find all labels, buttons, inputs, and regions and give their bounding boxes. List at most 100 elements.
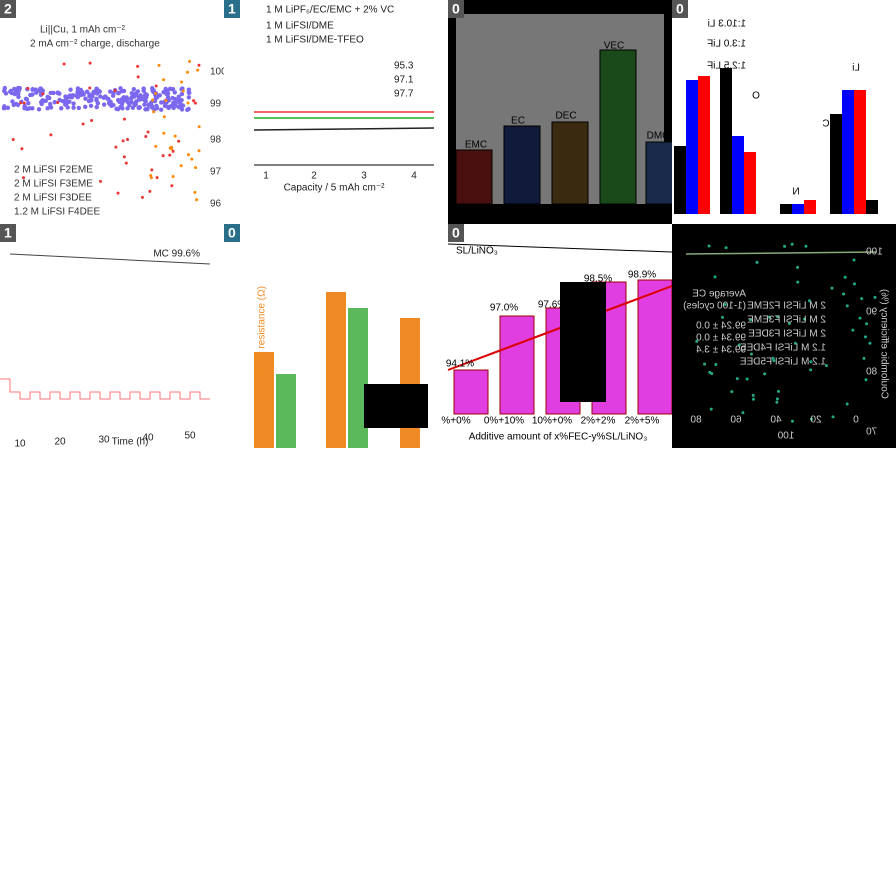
scatter-dot xyxy=(193,190,197,194)
scatter-dot xyxy=(830,286,834,290)
tile-content: Li||Cu, 1 mAh cm⁻² 2 mA cm⁻² charge, disc… xyxy=(1,25,227,218)
scatter-dot xyxy=(824,364,828,368)
badge-box xyxy=(224,0,240,18)
tile-label: 30 xyxy=(98,435,110,446)
tile-content: EMC EC DEC VEC DMC Electrolyte components xyxy=(455,14,683,220)
tile-label: 2 xyxy=(311,171,317,182)
bar-shape xyxy=(854,90,866,214)
scatter-dot xyxy=(170,86,175,92)
scatter-dot xyxy=(807,299,811,303)
panel-badge: 0 xyxy=(228,225,236,241)
scatter-dot xyxy=(164,99,168,103)
tile: MC 99.6% 50 40 30 20 10 Time (h) 1 xyxy=(0,224,224,450)
scatter-dot xyxy=(149,174,153,178)
scatter-dot xyxy=(30,86,35,92)
scatter-dot xyxy=(176,98,181,103)
scatter-dot xyxy=(714,362,718,366)
scatter-dot xyxy=(14,87,19,92)
tile-label: %+0% xyxy=(441,416,470,427)
scatter-dot xyxy=(173,134,177,138)
bar-shape xyxy=(400,318,420,448)
tile-content: Average CE(1-100 cycles)99.24 ± 0.099.34… xyxy=(683,242,889,442)
tile-label: SL/LiNO₃ xyxy=(456,246,498,257)
bar-shape xyxy=(830,114,842,214)
tile: SL/LiNO₃ 94.1% 97.0% 97.6% 98.5% 98.9% %+0% 0%+… xyxy=(441,224,673,448)
scatter-dot xyxy=(695,339,699,343)
scatter-dot xyxy=(775,400,779,404)
scatter-dot xyxy=(157,63,161,67)
scatter-dot xyxy=(149,86,155,91)
scatter-dot xyxy=(730,390,734,394)
scatter-dot xyxy=(57,91,62,96)
scatter-dot xyxy=(790,419,794,423)
scatter-dot xyxy=(703,362,707,366)
scatter-dot xyxy=(796,280,800,284)
scatter-dot xyxy=(113,89,117,93)
tile-content: SL/LiNO₃ 94.1% 97.0% 97.6% 98.5% 98.9% %+0% 0%+… xyxy=(441,243,673,443)
bar-shape xyxy=(744,152,756,214)
scatter-dot xyxy=(103,94,108,99)
tile-label: 1:10.3 Li xyxy=(708,19,746,30)
scatter-dot xyxy=(192,99,196,103)
scatter-dot xyxy=(193,101,197,105)
badge-box xyxy=(0,0,16,18)
tile-label: 98 xyxy=(210,135,222,146)
scatter-dot xyxy=(68,87,73,92)
scatter-dot xyxy=(81,122,85,126)
tile-label: Plating resistance (Ω) xyxy=(257,286,268,382)
tile-label: F xyxy=(675,191,681,202)
bar-shape xyxy=(842,90,854,214)
scatter-dot xyxy=(709,407,713,411)
scatter-dot xyxy=(865,322,869,326)
scatter-dot xyxy=(168,103,174,109)
scatter-dot xyxy=(148,189,152,193)
tile-label: 0%+10% xyxy=(484,416,524,427)
tile-label: 10%+0% xyxy=(532,416,572,427)
scatter-dot xyxy=(2,104,7,109)
tile-label: (1-100 cycles) xyxy=(683,301,746,312)
scatter-dot xyxy=(141,88,146,94)
scatter-dot xyxy=(151,98,155,102)
scatter-dot xyxy=(170,184,174,188)
tile-label: 2 M LiFSI F3DEE xyxy=(14,193,92,204)
scatter-dot xyxy=(793,341,797,345)
scatter-dot xyxy=(809,368,813,372)
scatter-dot xyxy=(187,153,191,157)
tile-label: C xyxy=(822,119,829,130)
scatter-dot xyxy=(713,275,717,279)
bar-shape xyxy=(637,279,673,415)
tile-label: 1 M LiFSI/DME xyxy=(266,21,334,32)
scatter-dot xyxy=(65,105,70,110)
scatter-dot xyxy=(864,378,868,382)
scatter-dot xyxy=(737,343,741,347)
tile-label: 100 xyxy=(210,67,227,78)
scatter-dot xyxy=(22,176,26,180)
tile-label: Capacity / 5 mAh cm⁻² xyxy=(284,183,386,194)
scatter-dot xyxy=(868,341,872,345)
tile-label: 80 xyxy=(690,415,702,426)
tile-label: 97.1 xyxy=(394,75,414,86)
tile-label: 2 mA cm⁻² charge, discharge xyxy=(30,39,160,50)
tile-label: Time (h) xyxy=(112,437,149,448)
tile-label: 40 xyxy=(142,433,154,444)
scatter-dot xyxy=(98,179,102,183)
tile-label: 2 M LiFSI F2EME xyxy=(747,301,826,312)
scatter-dot xyxy=(134,92,139,98)
tile-label: Additive amount of x%FEC-y%SL/LiNO₃ xyxy=(469,432,648,443)
scatter-dot xyxy=(171,149,175,153)
scatter-dot xyxy=(176,104,182,110)
scatter-dot xyxy=(136,64,140,68)
scatter-dot xyxy=(185,70,189,74)
tile-label: Li xyxy=(852,63,860,74)
scatter-dot xyxy=(190,157,194,161)
tile-label: 3 xyxy=(361,171,367,182)
scatter-dot xyxy=(132,102,138,108)
trace xyxy=(685,251,877,255)
tile: Average CE(1-100 cycles)99.24 ± 0.099.34… xyxy=(672,224,896,448)
tile-label: 100 xyxy=(866,247,883,258)
scatter-dot xyxy=(177,139,181,143)
scatter-dot xyxy=(48,90,53,96)
bar-shape xyxy=(686,80,698,214)
panel-badge: 1 xyxy=(4,225,12,241)
scatter-dot xyxy=(176,94,181,99)
